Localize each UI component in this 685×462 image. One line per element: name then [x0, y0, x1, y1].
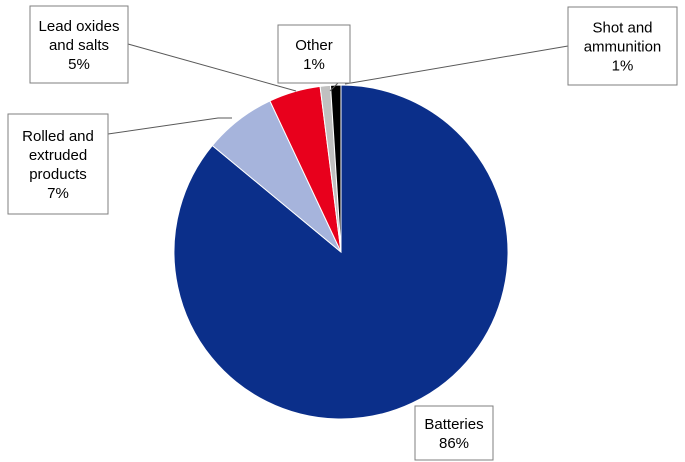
leader-line [329, 82, 339, 92]
slice-category-label: ammunition [584, 39, 662, 56]
slice-category-label: Other [295, 37, 333, 54]
slice-value-label: 1% [303, 56, 325, 73]
leader-line [127, 43, 297, 92]
slice-labels: Batteries 86% Rolled and extruded products 7%… [7, 5, 678, 461]
slice-value-label: 5% [68, 56, 90, 73]
slice-category-label: and salts [49, 37, 109, 54]
slice-value-label: 1% [612, 58, 634, 75]
slice-category-label: products [29, 166, 87, 183]
label-box [277, 24, 351, 84]
label-batteries: Batteries 86% [414, 405, 494, 461]
label-rolled-and-extruded-products: Rolled and extruded products 7% [7, 113, 109, 215]
leader-line [344, 45, 569, 85]
slice-value-label: 7% [47, 185, 69, 202]
slice-category-label: Batteries [424, 416, 483, 433]
label-box [7, 113, 109, 215]
slice-category-label: Shot and [592, 20, 652, 37]
leader-line [107, 117, 232, 135]
slice-category-label: extruded [29, 147, 87, 164]
slice-category-label: Lead oxides [39, 18, 120, 35]
label-shot-and-ammunition: Shot and ammunition 1% [567, 6, 678, 86]
label-lead-oxides-and-salts: Lead oxides and salts 5% [29, 5, 129, 84]
label-other: Other 1% [277, 24, 351, 84]
leader-lines [107, 43, 569, 135]
pie-slices [173, 84, 509, 420]
label-box [567, 6, 678, 86]
slice-category-label: Rolled and [22, 128, 94, 145]
label-box [29, 5, 129, 84]
slice-value-label: 86% [439, 435, 469, 452]
label-box [414, 405, 494, 461]
